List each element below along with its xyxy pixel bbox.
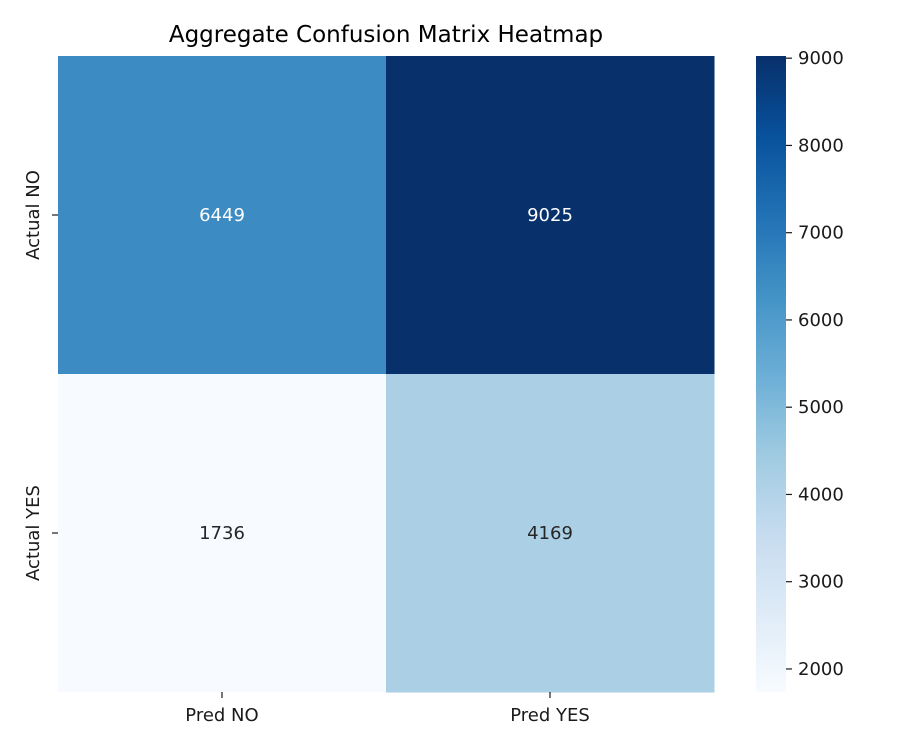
colorbar: 2000 3000 4000 5000 6000 7000 8000 9000 (756, 48, 844, 692)
colorbar-tick-label-6: 8000 (798, 135, 844, 156)
y-axis: Actual NO Actual YES (23, 170, 58, 581)
y-tick-label-0: Actual NO (23, 170, 44, 260)
chart-title: Aggregate Confusion Matrix Heatmap (169, 22, 603, 48)
heatmap-cell-1-1 (386, 374, 715, 693)
heatmap-cells (58, 56, 715, 693)
colorbar-gradient (756, 56, 786, 692)
colorbar-tick-label-5: 7000 (798, 223, 844, 244)
x-tick-label-1: Pred YES (510, 705, 590, 726)
colorbar-tick-label-3: 5000 (798, 397, 844, 418)
x-axis: Pred NO Pred YES (185, 692, 590, 726)
colorbar-tick-label-2: 4000 (798, 484, 844, 505)
heatmap-cell-1-0 (58, 374, 387, 693)
colorbar-tick-label-4: 6000 (798, 310, 844, 331)
cell-value-label-1-1: 4169 (527, 523, 573, 544)
colorbar-tick-label-0: 2000 (798, 659, 844, 680)
y-tick-label-1: Actual YES (23, 485, 44, 581)
heatmap-cell-0-1 (386, 56, 715, 375)
colorbar-tick-label-1: 3000 (798, 572, 844, 593)
cell-value-labels: 6449 9025 1736 4169 (199, 205, 573, 544)
x-tick-label-0: Pred NO (185, 705, 258, 726)
cell-value-label-1-0: 1736 (199, 523, 245, 544)
cell-value-label-0-1: 9025 (527, 205, 573, 226)
cell-value-label-0-0: 6449 (199, 205, 245, 226)
heatmap-cell-0-0 (58, 56, 387, 375)
colorbar-tick-label-7: 9000 (798, 48, 844, 69)
